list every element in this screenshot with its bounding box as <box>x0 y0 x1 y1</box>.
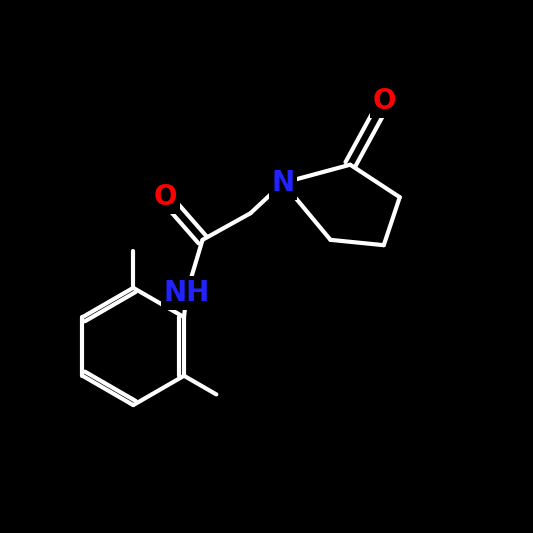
Text: O: O <box>154 183 177 211</box>
Text: N: N <box>271 169 295 197</box>
Text: O: O <box>373 87 397 115</box>
Text: NH: NH <box>164 279 209 307</box>
